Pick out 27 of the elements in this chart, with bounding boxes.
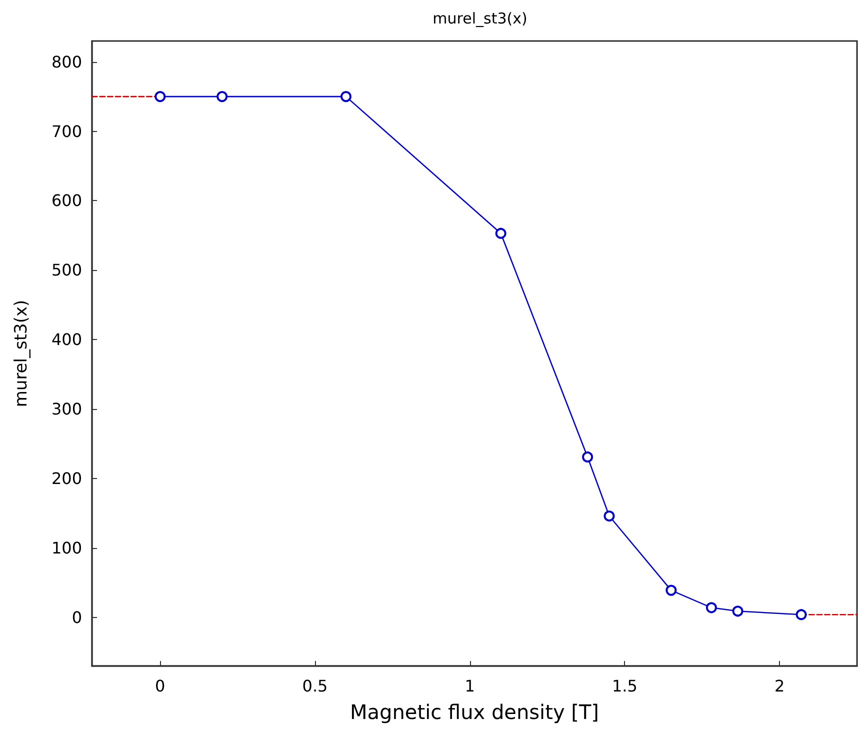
x-tick-label: 0 (155, 676, 166, 696)
chart-title: murel_st3(x) (432, 10, 528, 28)
y-tick-label: 600 (51, 191, 82, 210)
point (706, 602, 717, 614)
x-tick-label: 1.5 (612, 676, 638, 696)
y-tick-label: 100 (51, 538, 82, 558)
y-tick-label: 800 (51, 52, 82, 72)
y-tick-label: 500 (51, 260, 82, 280)
y-tick-label: 0 (72, 608, 82, 627)
point (582, 451, 594, 462)
point (340, 91, 352, 102)
point (666, 584, 677, 596)
point (216, 91, 228, 102)
y-tick-label: 400 (51, 330, 82, 350)
point (796, 609, 807, 620)
x-tick-label: 1 (464, 676, 475, 696)
y-tick-label: 200 (51, 469, 82, 488)
x-tick-label: 0.5 (302, 676, 328, 696)
x-axis-title: Magnetic flux density [T] (350, 700, 599, 724)
y-tick-label: 300 (51, 400, 82, 419)
y-tick-label: 700 (51, 122, 82, 141)
x-tick-label: 2 (774, 676, 785, 696)
y-axis-title: murel_st3(x) (12, 300, 32, 408)
point (154, 91, 166, 102)
point (495, 228, 506, 239)
point (604, 510, 615, 522)
point (732, 606, 744, 617)
